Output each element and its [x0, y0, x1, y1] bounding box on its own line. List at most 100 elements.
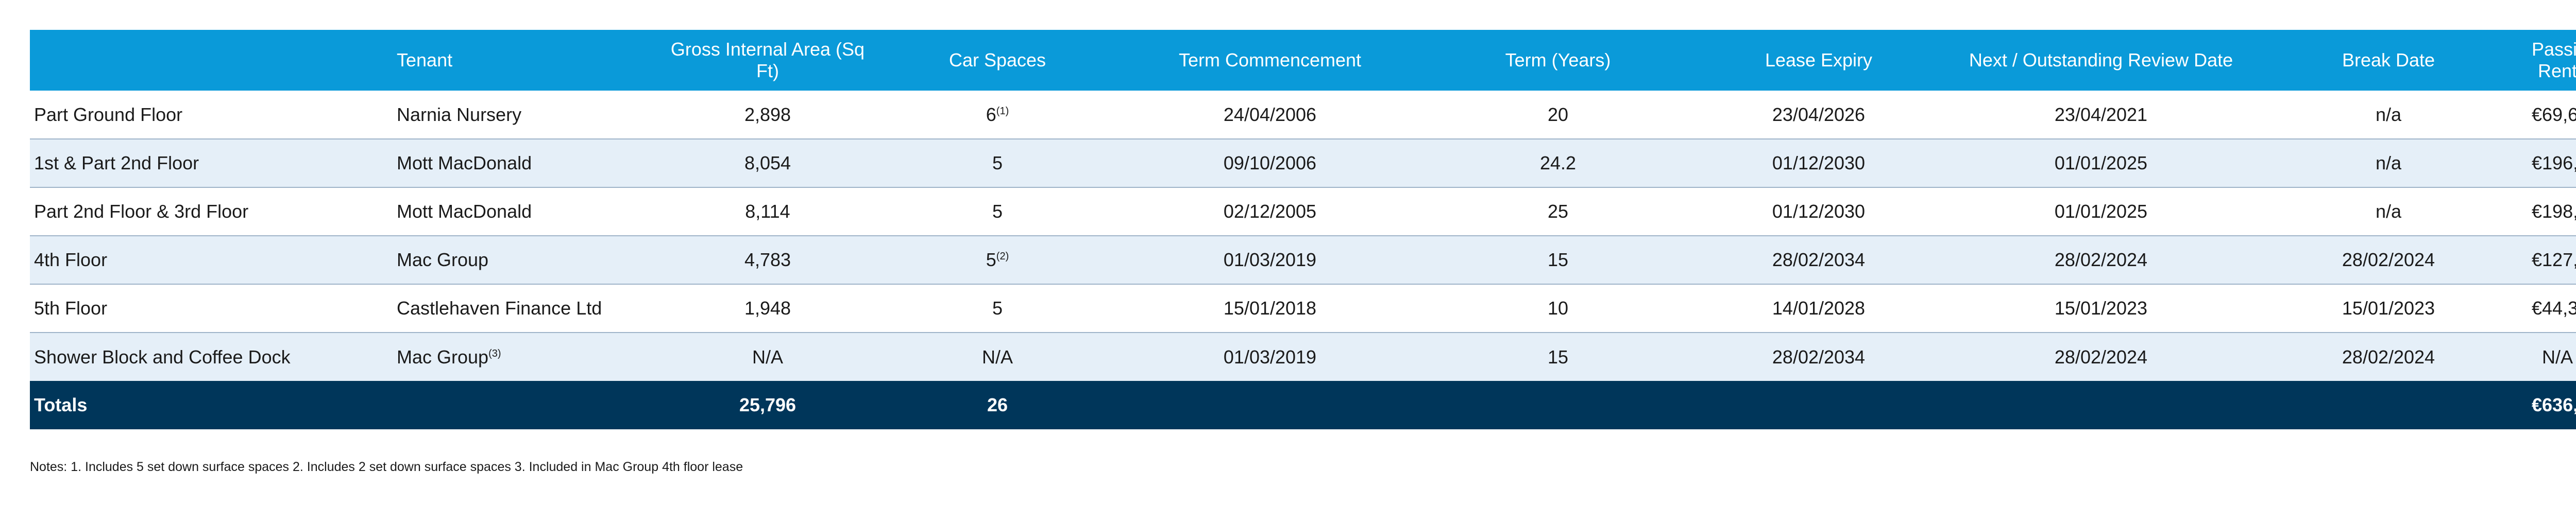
cell-area: 2,898 — [744, 103, 791, 125]
header-car-spaces: Car Spaces — [948, 49, 1046, 71]
cell-tenant: Mott MacDonald — [378, 187, 651, 236]
table-header: Tenant Gross Internal Area (Sq Ft) Car S… — [30, 30, 2576, 91]
cell-floor: Part 2nd Floor & 3rd Floor — [30, 187, 378, 236]
car-spaces-value: N/A — [981, 346, 1013, 368]
cell-commencement: 01/03/2019 — [1111, 332, 1429, 381]
header-row: Tenant Gross Internal Area (Sq Ft) Car S… — [30, 30, 2576, 91]
cell-break: 15/01/2023 — [2251, 284, 2526, 333]
car-spaces-footnote: (2) — [996, 251, 1009, 262]
cell-car-spaces: N/A — [884, 332, 1111, 381]
header-term-years: Term (Years) — [1505, 49, 1611, 71]
cell-floor: 4th Floor — [30, 235, 378, 284]
cell-area: N/A — [651, 332, 884, 381]
totals-tenant-empty — [378, 381, 651, 429]
footnotes: Notes: 1. Includes 5 set down surface sp… — [30, 460, 743, 474]
cell-car-spaces: 5 — [884, 284, 1111, 333]
cell-floor: Shower Block and Coffee Dock — [30, 332, 378, 381]
cell-rent: €127,860 — [2526, 235, 2576, 284]
car-spaces-value: 5 — [992, 152, 1003, 173]
cell-tenant: Mott MacDonald — [378, 138, 651, 187]
cell-floor: 1st & Part 2nd Floor — [30, 138, 378, 187]
cell-term: 24.2 — [1429, 138, 1687, 187]
cell-car-spaces: 5 — [884, 138, 1111, 187]
totals-rent: €636,738 — [2532, 394, 2576, 415]
totals-car-spaces: 26 — [987, 394, 1008, 415]
cell-commencement: 15/01/2018 — [1111, 284, 1429, 333]
cell-term: 20 — [1547, 103, 1569, 125]
totals-label: Totals — [34, 394, 88, 415]
totals-empty — [1429, 381, 1687, 429]
header-gross-internal-area: Gross Internal Area (Sq Ft) — [670, 39, 865, 81]
cell-area: 8,054 — [651, 138, 884, 187]
cell-term: 15 — [1429, 332, 1687, 381]
cell-review: 23/04/2021 — [2054, 103, 2148, 125]
cell-floor: 5th Floor — [30, 284, 378, 333]
header-review-date: Next / Outstanding Review Date — [1969, 49, 2233, 71]
table-body: Part Ground Floor Narnia Nursery 2,898 6… — [30, 91, 2576, 429]
header-lease-expiry: Lease Expiry — [1765, 49, 1873, 71]
cell-break: 28/02/2024 — [2251, 235, 2526, 284]
cell-area: 4,783 — [651, 235, 884, 284]
tenant-name: Mott MacDonald — [397, 152, 532, 173]
totals-row: Totals 25,796 26 €636,738 — [30, 381, 2576, 429]
cell-car-spaces: 5(2) — [884, 235, 1111, 284]
tenant-name: Mac Group — [397, 249, 489, 270]
cell-commencement: 02/12/2005 — [1111, 187, 1429, 236]
cell-term: 25 — [1429, 187, 1687, 236]
table-row: 4th Floor Mac Group 4,783 5(2) 01/03/201… — [30, 235, 2576, 284]
table-row: 5th Floor Castlehaven Finance Ltd 1,948 … — [30, 284, 2576, 333]
cell-expiry: 28/02/2034 — [1687, 235, 1951, 284]
cell-expiry: 01/12/2030 — [1687, 138, 1951, 187]
cell-expiry: 01/12/2030 — [1687, 187, 1951, 236]
totals-empty — [1951, 381, 2251, 429]
cell-rent: N/A — [2526, 332, 2576, 381]
cell-area: 1,948 — [651, 284, 884, 333]
totals-area: 25,796 — [739, 394, 796, 415]
tenancy-schedule: Tenant Gross Internal Area (Sq Ft) Car S… — [30, 30, 2576, 429]
tenant-name: Castlehaven Finance Ltd — [397, 298, 602, 319]
cell-expiry: 28/02/2034 — [1687, 332, 1951, 381]
header-passing-rent: Passing Rent — [2532, 39, 2576, 81]
totals-empty — [1111, 381, 1429, 429]
cell-car-spaces: 5 — [884, 187, 1111, 236]
cell-commencement: 09/10/2006 — [1111, 138, 1429, 187]
cell-car-spaces: 6(1) — [884, 91, 1111, 139]
cell-rent: €69,600 — [2532, 103, 2576, 125]
tenancy-table: Tenant Gross Internal Area (Sq Ft) Car S… — [30, 30, 2576, 429]
cell-rent: €196,769 — [2526, 138, 2576, 187]
cell-review: 28/02/2024 — [1951, 332, 2251, 381]
cell-break: n/a — [2251, 187, 2526, 236]
totals-empty — [2251, 381, 2526, 429]
cell-tenant: Mac Group(3) — [378, 332, 651, 381]
car-spaces-value: 5 — [986, 249, 996, 270]
header-term-commencement: Term Commencement — [1178, 49, 1362, 71]
table-row: Shower Block and Coffee Dock Mac Group(3… — [30, 332, 2576, 381]
cell-rent: €198,179 — [2526, 187, 2576, 236]
cell-expiry: 23/04/2026 — [1772, 103, 1866, 125]
cell-commencement: 24/04/2006 — [1223, 103, 1317, 125]
car-spaces-value: 5 — [992, 298, 1003, 319]
cell-floor: Part Ground Floor — [34, 103, 183, 125]
tenant-name: Narnia Nursery — [397, 103, 522, 125]
cell-break: n/a — [2375, 103, 2402, 125]
table-row: Part Ground Floor Narnia Nursery 2,898 6… — [30, 91, 2576, 139]
table-row: Part 2nd Floor & 3rd Floor Mott MacDonal… — [30, 187, 2576, 236]
cell-break: 28/02/2024 — [2251, 332, 2526, 381]
tenant-footnote: (3) — [488, 347, 501, 359]
cell-tenant: Castlehaven Finance Ltd — [378, 284, 651, 333]
header-break-date: Break Date — [2342, 49, 2435, 71]
table-row: 1st & Part 2nd Floor Mott MacDonald 8,05… — [30, 138, 2576, 187]
cell-commencement: 01/03/2019 — [1111, 235, 1429, 284]
cell-term: 10 — [1429, 284, 1687, 333]
cell-review: 15/01/2023 — [1951, 284, 2251, 333]
cell-rent: €44,330 — [2526, 284, 2576, 333]
cell-term: 15 — [1429, 235, 1687, 284]
header-floor — [30, 30, 378, 91]
car-spaces-value: 6 — [986, 103, 996, 125]
cell-expiry: 14/01/2028 — [1687, 284, 1951, 333]
totals-empty — [1687, 381, 1951, 429]
cell-review: 01/01/2025 — [1951, 138, 2251, 187]
car-spaces-value: 5 — [992, 201, 1003, 222]
header-tenant: Tenant — [397, 49, 453, 71]
cell-break: n/a — [2251, 138, 2526, 187]
